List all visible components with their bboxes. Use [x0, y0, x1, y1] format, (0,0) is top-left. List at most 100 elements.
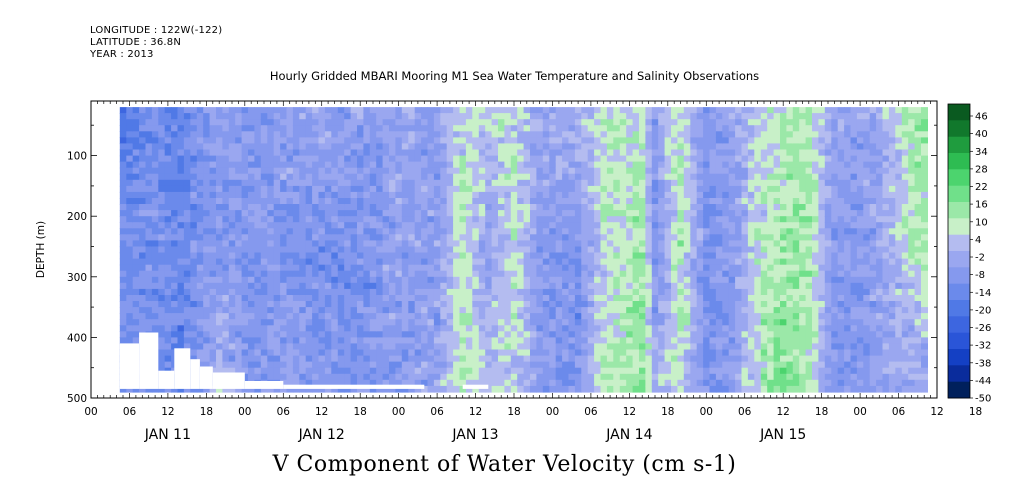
heatmap-cell — [517, 276, 525, 284]
heatmap-cell — [568, 155, 576, 163]
heatmap-cell — [222, 355, 230, 363]
heatmap-cell — [222, 125, 230, 132]
heatmap-cell — [549, 155, 557, 163]
heatmap-cell — [715, 258, 723, 266]
heatmap-cell — [498, 319, 505, 326]
heatmap-cell — [421, 161, 429, 169]
heatmap-cell — [594, 149, 602, 157]
heatmap-cell — [741, 161, 749, 169]
heatmap-cell — [414, 173, 422, 181]
heatmap-cell — [523, 313, 531, 320]
heatmap-cell — [677, 216, 685, 223]
heatmap-cell — [126, 210, 134, 217]
heatmap-cell — [228, 222, 236, 229]
heatmap-cell — [267, 319, 275, 326]
heatmap-cell — [350, 119, 358, 126]
heatmap-cell — [228, 307, 236, 314]
heatmap-cell — [318, 191, 326, 199]
heatmap-cell — [222, 252, 230, 260]
heatmap-cell — [536, 373, 544, 381]
heatmap-cell — [760, 295, 768, 302]
heatmap-cell — [485, 210, 493, 217]
heatmap-cell — [606, 131, 614, 138]
heatmap-cell — [139, 282, 147, 290]
heatmap-cell — [703, 313, 711, 320]
heatmap-cell — [606, 143, 614, 151]
heatmap-cell — [542, 252, 550, 260]
heatmap-cell — [446, 222, 454, 229]
heatmap-cell — [574, 276, 582, 284]
heatmap-cell — [401, 216, 409, 223]
heatmap-cell — [350, 131, 358, 138]
heatmap-cell — [324, 288, 332, 296]
heatmap-cell — [254, 210, 262, 217]
heatmap-cell — [542, 282, 550, 290]
heatmap-cell — [581, 252, 589, 260]
heatmap-cell — [459, 173, 467, 181]
heatmap-cell — [421, 228, 429, 235]
heatmap-cell — [658, 240, 666, 248]
heatmap-cell — [318, 131, 326, 138]
heatmap-cell — [382, 216, 390, 223]
year-label: YEAR : 2013 — [90, 49, 154, 60]
heatmap-cell — [401, 210, 409, 217]
heatmap-cell — [446, 185, 454, 193]
heatmap-cell — [395, 373, 403, 381]
heatmap-cell — [228, 246, 236, 254]
heatmap-cell — [792, 385, 800, 393]
heatmap-cell — [696, 270, 704, 278]
heatmap-cell — [126, 222, 134, 229]
heatmap-cell — [600, 222, 608, 229]
heatmap-cell — [478, 191, 486, 199]
heatmap-cell — [715, 119, 723, 126]
heatmap-cell — [389, 379, 396, 387]
heatmap-cell — [581, 337, 589, 345]
heatmap-cell — [408, 307, 416, 314]
heatmap-cell — [613, 155, 621, 163]
heatmap-cell — [619, 210, 627, 217]
heatmap-cell — [562, 258, 570, 266]
heatmap-cell — [664, 119, 672, 126]
heatmap-cell — [171, 143, 179, 151]
heatmap-cell — [613, 179, 621, 187]
heatmap-cell — [216, 185, 223, 193]
heatmap-cell — [767, 240, 775, 248]
heatmap-cell — [235, 282, 243, 290]
heatmap-cell — [151, 125, 159, 132]
heatmap-cell — [286, 349, 294, 357]
heatmap-cell — [651, 276, 659, 284]
heatmap-cell — [651, 191, 659, 199]
heatmap-cell — [780, 307, 787, 314]
heatmap-cell — [773, 234, 781, 241]
heatmap-cell — [248, 276, 255, 284]
heatmap-cell — [376, 319, 384, 326]
heatmap-cell — [376, 276, 384, 284]
heatmap-cell — [119, 119, 127, 126]
heatmap-cell — [517, 143, 525, 151]
heatmap-cell — [292, 161, 300, 169]
heatmap-cell — [472, 179, 480, 187]
heatmap-cell — [568, 173, 576, 181]
heatmap-cell — [177, 113, 185, 120]
heatmap-cell — [158, 161, 166, 169]
heatmap-cell — [645, 204, 653, 211]
heatmap-cell — [363, 361, 371, 369]
heatmap-cell — [747, 282, 755, 290]
heatmap-cell — [754, 276, 762, 284]
heatmap-cell — [151, 288, 159, 296]
heatmap-cell — [216, 222, 223, 229]
heatmap-cell — [722, 137, 730, 145]
heatmap-cell — [773, 373, 781, 381]
heatmap-cell — [664, 155, 672, 163]
heatmap-cell — [549, 149, 557, 157]
heatmap-cell — [292, 282, 300, 290]
heatmap-cell — [645, 258, 653, 266]
heatmap-cell — [555, 385, 563, 393]
heatmap-cell — [510, 349, 518, 357]
heatmap-cell — [792, 228, 800, 235]
heatmap-cell — [126, 337, 134, 345]
heatmap-cell — [715, 331, 723, 338]
heatmap-cell — [145, 276, 153, 284]
heatmap-cell — [292, 173, 300, 181]
heatmap-cell — [280, 204, 288, 211]
